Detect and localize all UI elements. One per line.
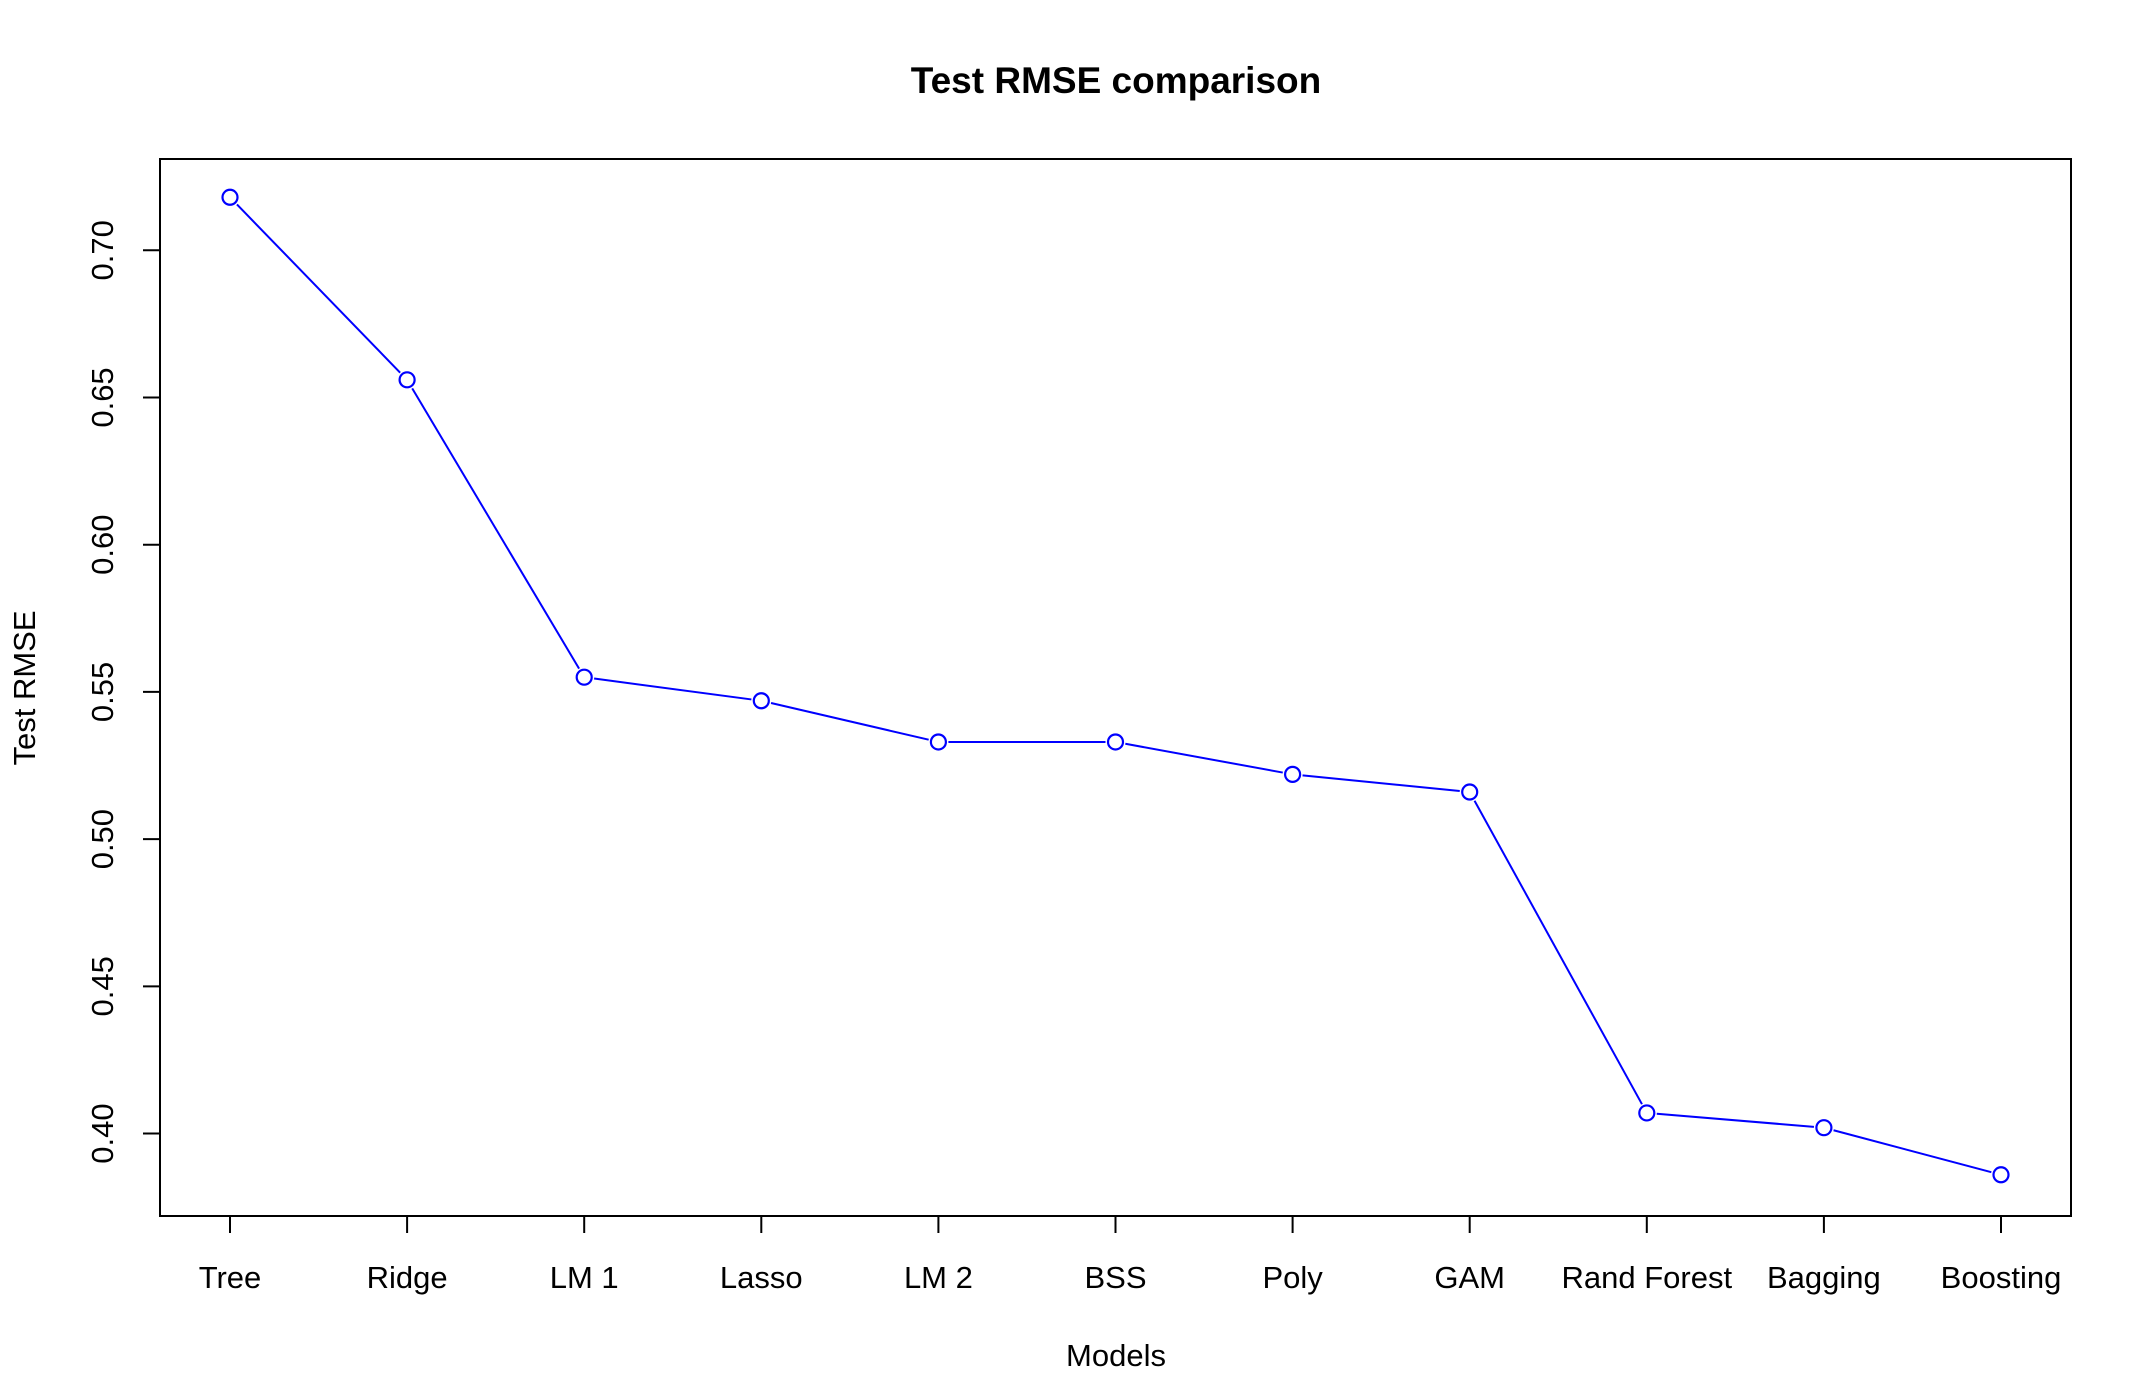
series-segment (236, 203, 401, 374)
x-tick-label: LM 2 (904, 1260, 973, 1295)
series-segment (1473, 800, 1643, 1105)
plot-frame (159, 158, 2072, 1217)
y-tick-label: 0.65 (85, 367, 120, 427)
y-tick-label: 0.50 (85, 809, 120, 869)
data-point-poly (1283, 765, 1302, 783)
x-tick-label: Bagging (1767, 1260, 1881, 1295)
series-segment (593, 677, 752, 701)
y-tick-label: 0.55 (85, 662, 120, 722)
data-point-bagging (1815, 1119, 1833, 1137)
x-tick-label: Rand Forest (1562, 1260, 1733, 1295)
x-tick-label: BSS (1084, 1260, 1146, 1295)
data-point-boosting (1992, 1166, 2010, 1184)
y-axis: 0.40 0.45 0.50 0.55 0.60 0.65 0.70 (85, 220, 161, 1164)
data-point-rand-forest (1638, 1104, 1656, 1122)
y-tick-label: 0.60 (85, 515, 120, 575)
chart-title: Test RMSE comparison (911, 60, 1322, 101)
series-segment (770, 702, 929, 741)
x-tick-label: Ridge (367, 1260, 448, 1295)
data-point-bss (1106, 733, 1125, 751)
x-tick-label: Lasso (720, 1260, 803, 1295)
series-segment (1302, 774, 1460, 793)
data-point-lasso (752, 692, 770, 710)
data-point-lm-2 (929, 733, 948, 751)
x-tick-label: LM 1 (550, 1260, 619, 1295)
x-tick-label: Tree (199, 1260, 262, 1295)
x-tick-label: GAM (1434, 1260, 1505, 1295)
x-tick-label: Boosting (1941, 1260, 2062, 1295)
y-axis-title: Test RMSE (7, 610, 42, 765)
series-segment (411, 387, 580, 670)
y-tick-label: 0.45 (85, 956, 120, 1016)
y-tick-label: 0.40 (85, 1103, 120, 1163)
data-point-ridge (398, 371, 416, 389)
series-segment (1833, 1129, 1992, 1174)
y-tick-label: 0.70 (85, 220, 120, 280)
data-point-tree (221, 188, 239, 206)
data-point-lm-1 (575, 668, 593, 686)
x-axis: Tree Ridge LM 1 Lasso LM 2 BSS Poly GAM Rand For… (199, 1215, 2062, 1295)
series-segment (1656, 1112, 1815, 1128)
series-layer (221, 188, 2010, 1184)
x-tick-label: Poly (1262, 1260, 1323, 1295)
x-axis-title: Models (1066, 1338, 1166, 1373)
series-segment (1125, 742, 1283, 774)
data-point-gam (1461, 783, 1479, 801)
